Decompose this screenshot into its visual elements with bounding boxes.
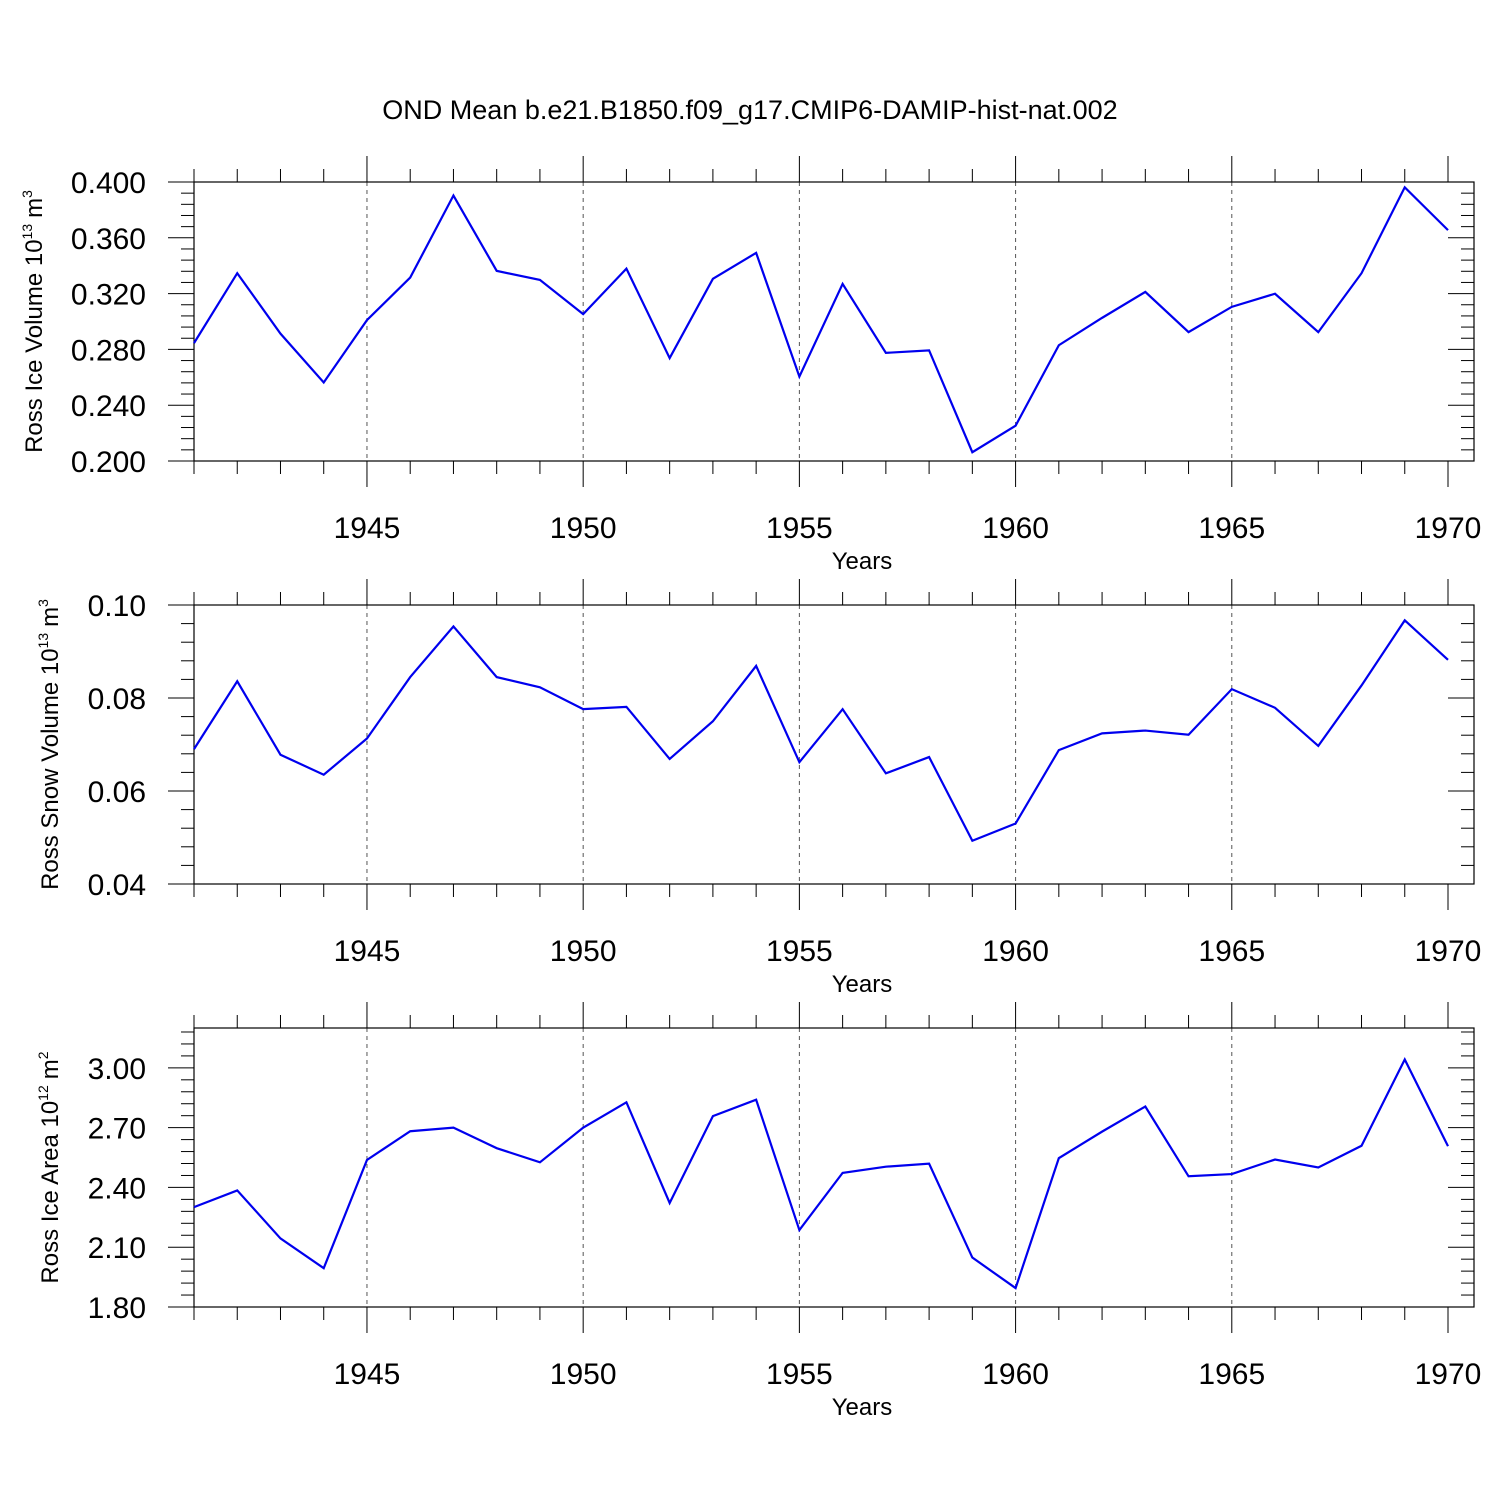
x-tick-label-1945: 1945 xyxy=(334,1358,401,1391)
y-tick-label-2: 0.280 xyxy=(71,334,146,367)
y-axis-label-unit: m xyxy=(37,1059,64,1079)
y-axis-label-unit-exponent: 2 xyxy=(35,1051,51,1059)
x-tick-label-1960: 1960 xyxy=(982,512,1049,545)
y-tick-label-2: 2.40 xyxy=(88,1172,146,1205)
x-axis-label: Years xyxy=(832,1394,893,1421)
plot-frame xyxy=(193,181,1475,462)
x-tick-label-1945: 1945 xyxy=(334,512,401,545)
y-tick-label-0: 0.200 xyxy=(71,446,146,479)
y-tick-label-2: 0.08 xyxy=(88,683,146,716)
y-tick-label-1: 2.10 xyxy=(88,1232,146,1265)
y-tick-label-0: 0.04 xyxy=(88,869,146,902)
series-line-ross-snow-volume xyxy=(193,618,1449,843)
y-tick-label-4: 0.360 xyxy=(71,223,146,256)
x-tick-label-1965: 1965 xyxy=(1198,935,1265,968)
series-line-ross-ice-volume xyxy=(193,185,1449,454)
panel-ross-ice-area: 1945 1950 1955 1960 1965 1970 1.80 2.10 2.40 2.70… xyxy=(35,1002,1481,1421)
x-axis-label: Years xyxy=(832,548,893,575)
x-tick-label-1965: 1965 xyxy=(1198,512,1265,545)
y-tick-label-3: 0.10 xyxy=(88,590,146,623)
x-tick-label-1950: 1950 xyxy=(550,1358,617,1391)
y-axis-label-unit-exponent: 3 xyxy=(19,190,35,198)
x-tick-label-1945: 1945 xyxy=(334,935,401,968)
y-axis-label-main: Ross Ice Area 10 xyxy=(37,1101,64,1284)
x-tick-label-1960: 1960 xyxy=(982,935,1049,968)
panels-container: 1945 1950 1955 1960 1965 1970 0.200 0.240 0.280 0… xyxy=(19,156,1481,1421)
y-axis-label-unit: m xyxy=(37,607,64,627)
y-tick-label-1: 0.240 xyxy=(71,390,146,423)
plot-frame xyxy=(193,1027,1475,1308)
figure-title: OND Mean b.e21.B1850.f09_g17.CMIP6-DAMIP… xyxy=(382,95,1117,125)
x-tick-label-1950: 1950 xyxy=(550,512,617,545)
y-tick-label-5: 0.400 xyxy=(71,167,146,200)
y-tick-label-1: 0.06 xyxy=(88,776,146,809)
y-tick-label-0: 1.80 xyxy=(88,1292,146,1325)
y-axis-label-exponent: 12 xyxy=(35,1085,51,1101)
y-axis-label: Ross Ice Area 1012 m2 xyxy=(35,1051,64,1283)
x-tick-label-1965: 1965 xyxy=(1198,1358,1265,1391)
y-axis-label-main: Ross Snow Volume 10 xyxy=(37,648,64,889)
panel-ross-ice-volume: 1945 1950 1955 1960 1965 1970 0.200 0.240 0.280 0… xyxy=(19,156,1481,575)
panel-ross-snow-volume: 1945 1950 1955 1960 1965 1970 0.04 0.06 0.08 0.10… xyxy=(35,579,1481,998)
y-axis-label: Ross Snow Volume 1013 m3 xyxy=(35,599,64,890)
y-tick-label-4: 3.00 xyxy=(88,1053,146,1086)
y-axis-label-unit-exponent: 3 xyxy=(35,599,51,607)
y-axis-label-unit: m xyxy=(21,198,48,218)
y-axis-label-exponent: 13 xyxy=(35,633,51,649)
y-tick-label-3: 0.320 xyxy=(71,279,146,312)
x-tick-label-1970: 1970 xyxy=(1415,512,1482,545)
x-tick-label-1970: 1970 xyxy=(1415,1358,1482,1391)
y-axis-label-main: Ross Ice Volume 10 xyxy=(21,239,48,452)
series-line-ross-ice-area xyxy=(193,1057,1449,1290)
y-tick-label-3: 2.70 xyxy=(88,1113,146,1146)
x-tick-label-1970: 1970 xyxy=(1415,935,1482,968)
y-axis-label: Ross Ice Volume 1013 m3 xyxy=(19,190,48,453)
x-tick-label-1950: 1950 xyxy=(550,935,617,968)
x-tick-label-1955: 1955 xyxy=(766,935,833,968)
y-axis-label-exponent: 13 xyxy=(19,224,35,240)
x-tick-label-1960: 1960 xyxy=(982,1358,1049,1391)
x-axis-label: Years xyxy=(832,971,893,998)
plot-frame xyxy=(193,604,1475,885)
x-tick-label-1955: 1955 xyxy=(766,1358,833,1391)
x-tick-label-1955: 1955 xyxy=(766,512,833,545)
